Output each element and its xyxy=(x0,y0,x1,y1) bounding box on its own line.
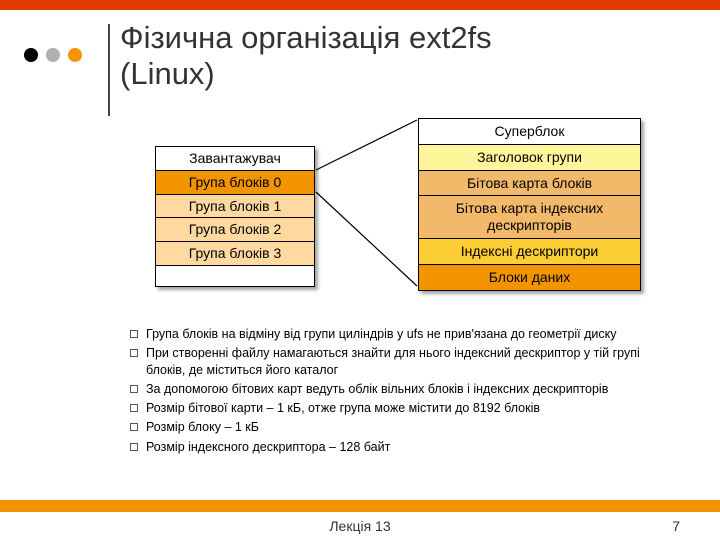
dot-grey xyxy=(46,48,60,62)
bullet-3: Розмір бітової карти – 1 кБ, отже група … xyxy=(130,400,680,416)
slide-title: Фізична організація ext2fs (Linux) xyxy=(120,20,492,91)
right-table: Суперблок Заголовок групи Бітова карта б… xyxy=(418,118,641,291)
title-divider xyxy=(108,24,110,116)
top-accent-bar xyxy=(0,0,720,10)
right-row-1: Заголовок групи xyxy=(419,145,640,171)
left-row-3: Група блоків 2 xyxy=(156,218,314,242)
right-row-5: Блоки даних xyxy=(419,265,640,290)
right-row-3: Бітова карта індексних дескрипторів xyxy=(419,196,640,239)
dot-orange xyxy=(68,48,82,62)
right-row-0: Суперблок xyxy=(419,119,640,145)
right-row-2: Бітова карта блоків xyxy=(419,171,640,197)
left-row-1: Група блоків 0 xyxy=(156,171,314,195)
bullet-4: Розмір блоку – 1 кБ xyxy=(130,419,680,435)
left-row-4: Група блоків 3 xyxy=(156,242,314,266)
footer-page-number: 7 xyxy=(672,518,680,534)
left-row-empty xyxy=(156,266,314,286)
footer-accent-bar xyxy=(0,500,720,512)
bullet-list: Група блоків на відміну від групи цилінд… xyxy=(130,326,680,458)
footer-center: Лекція 13 xyxy=(329,518,390,534)
left-row-2: Група блоків 1 xyxy=(156,195,314,219)
dot-black xyxy=(24,48,38,62)
left-table: Завантажувач Група блоків 0 Група блоків… xyxy=(155,146,315,287)
bullet-2: За допомогою бітових карт ведуть облік в… xyxy=(130,381,680,397)
bullet-1: При створенні файлу намагаються знайти д… xyxy=(130,345,680,378)
left-row-0: Завантажувач xyxy=(156,147,314,171)
title-line-1: Фізична організація ext2fs xyxy=(120,20,492,55)
right-row-4: Індексні дескриптори xyxy=(419,239,640,265)
bullet-0: Група блоків на відміну від групи цилінд… xyxy=(130,326,680,342)
bullet-5: Розмір індексного дескриптора – 128 байт xyxy=(130,439,680,455)
title-line-2: (Linux) xyxy=(120,56,215,91)
accent-dots xyxy=(24,48,82,62)
diagram-area: Завантажувач Група блоків 0 Група блоків… xyxy=(0,118,720,323)
